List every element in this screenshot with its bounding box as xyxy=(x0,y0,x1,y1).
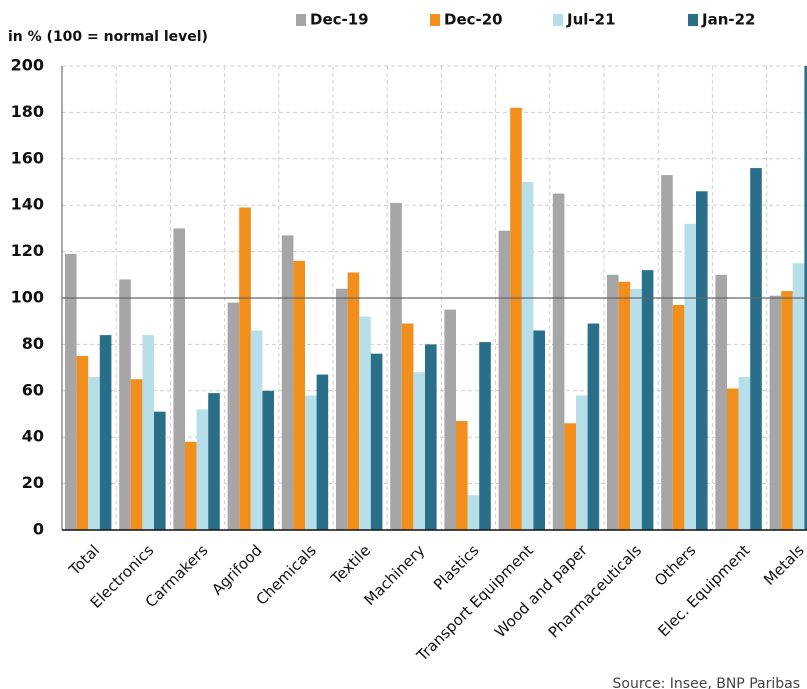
bar xyxy=(750,168,762,530)
bar xyxy=(196,409,209,530)
legend-label: Jul-21 xyxy=(566,11,616,29)
y-tick-label: 80 xyxy=(22,334,44,353)
y-tick-label: 100 xyxy=(11,288,44,307)
bar xyxy=(552,193,565,530)
bar xyxy=(769,295,782,530)
y-tick-label: 40 xyxy=(22,427,44,446)
legend-swatch xyxy=(688,14,698,26)
bar xyxy=(130,379,143,530)
y-tick-label: 20 xyxy=(22,473,44,492)
y-tick-label: 160 xyxy=(11,148,44,167)
bar xyxy=(641,270,654,530)
y-tick-label: 120 xyxy=(11,241,44,260)
bar xyxy=(370,353,383,530)
bar xyxy=(208,393,220,530)
y-tick-label: 200 xyxy=(11,56,44,75)
bar xyxy=(88,376,100,530)
bar xyxy=(444,309,456,530)
bar xyxy=(359,316,371,530)
x-tick-label: Wood and paper xyxy=(491,541,591,641)
bar xyxy=(467,495,480,530)
bar xyxy=(521,182,534,530)
legend-swatch xyxy=(553,14,563,26)
bar xyxy=(239,207,251,530)
bar xyxy=(250,330,263,530)
bar xyxy=(576,395,588,530)
bar xyxy=(564,423,576,530)
bar xyxy=(413,372,425,530)
bar xyxy=(587,323,600,530)
bar xyxy=(510,107,522,530)
bar xyxy=(305,395,317,530)
bar xyxy=(607,274,619,530)
x-tick-label: Metals xyxy=(760,541,807,589)
bar xyxy=(65,253,77,531)
legend-label: Jan-22 xyxy=(701,11,755,29)
bar xyxy=(715,274,727,530)
bar xyxy=(185,441,197,530)
y-tick-label: 140 xyxy=(11,195,44,214)
bar xyxy=(119,279,131,530)
legend-swatch xyxy=(430,14,440,26)
legend-label: Dec-19 xyxy=(310,11,369,29)
bar xyxy=(425,344,437,530)
bar xyxy=(336,288,348,530)
bar xyxy=(316,374,329,530)
x-tick-label: Elec. Equipment xyxy=(654,541,753,640)
bar xyxy=(672,304,685,530)
x-tick-label: Textile xyxy=(327,541,374,588)
bar xyxy=(281,235,294,531)
y-tick-label: 0 xyxy=(33,520,44,539)
bar xyxy=(661,175,673,531)
x-tick-label: Others xyxy=(651,541,700,590)
x-tick-label: Plastics xyxy=(430,541,483,594)
bar xyxy=(498,230,511,530)
bar xyxy=(76,356,89,530)
y-axis-label: in % (100 = normal level) xyxy=(8,29,208,45)
bar xyxy=(684,223,696,530)
bar xyxy=(227,302,240,530)
bar xyxy=(262,390,274,530)
bar xyxy=(696,191,708,530)
bar xyxy=(173,228,185,530)
bar xyxy=(154,411,166,530)
x-tick-label: Total xyxy=(65,541,103,579)
bar xyxy=(390,202,402,530)
legend-label: Dec-20 xyxy=(444,11,503,29)
bar xyxy=(347,272,360,530)
bar xyxy=(781,291,793,530)
bar xyxy=(479,342,491,530)
y-tick-label: 180 xyxy=(11,102,44,121)
bar xyxy=(456,420,468,530)
bar xyxy=(401,323,414,530)
bar xyxy=(618,281,631,530)
bar xyxy=(727,388,739,530)
bar xyxy=(99,335,112,530)
source: Source: Insee, BNP Paribas xyxy=(613,676,800,689)
bar xyxy=(738,376,751,530)
bar xyxy=(533,330,545,530)
x-tick-label: Pharmaceuticals xyxy=(545,541,645,641)
bar xyxy=(142,335,154,530)
bar xyxy=(630,288,642,530)
bar xyxy=(792,263,805,530)
legend-swatch xyxy=(296,14,306,26)
bar xyxy=(293,260,305,530)
y-tick-label: 60 xyxy=(22,380,44,399)
